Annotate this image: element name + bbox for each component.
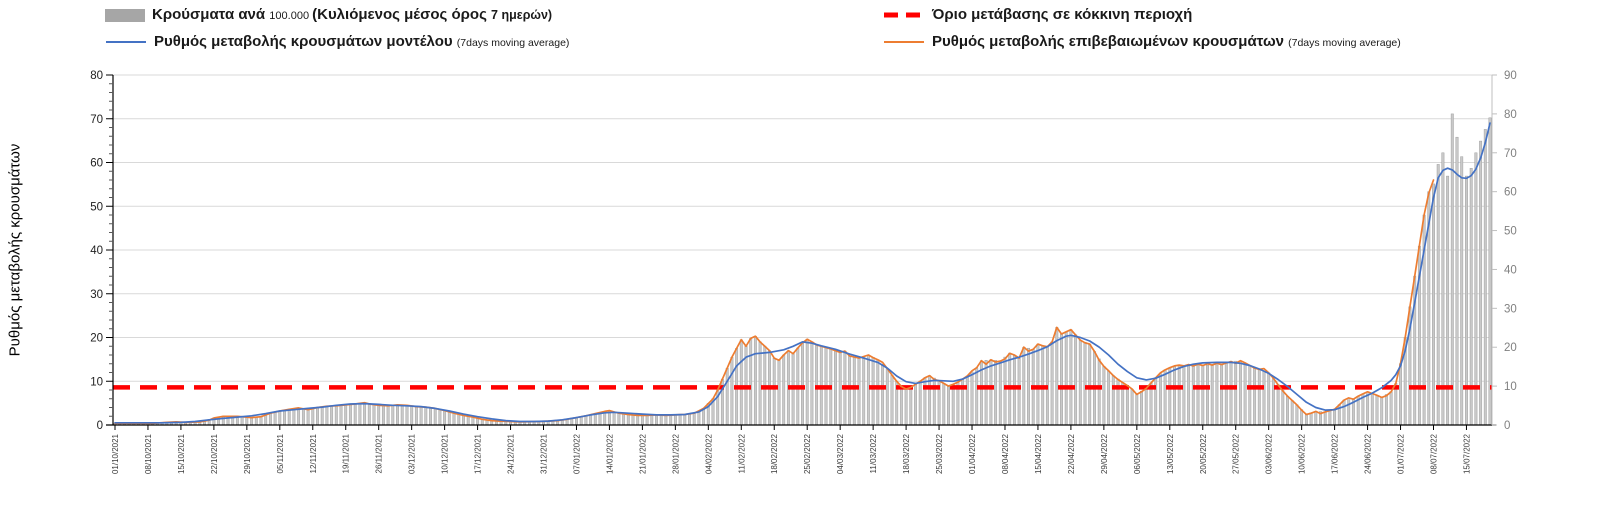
- dashed-line-swatch-icon: [884, 12, 924, 18]
- svg-text:90: 90: [1504, 70, 1517, 82]
- svg-text:24/06/2022: 24/06/2022: [1364, 433, 1373, 474]
- svg-text:14/01/2022: 14/01/2022: [605, 433, 614, 474]
- svg-text:30: 30: [90, 289, 103, 301]
- svg-text:03/12/2021: 03/12/2021: [408, 433, 417, 474]
- svg-text:03/06/2022: 03/06/2022: [1265, 433, 1274, 474]
- svg-text:31/12/2021: 31/12/2021: [540, 433, 549, 474]
- svg-text:40: 40: [90, 245, 103, 257]
- y-axis-left: 0 10 20 30 40 50 60 70 80: [90, 70, 113, 432]
- svg-text:20: 20: [90, 333, 103, 345]
- svg-text:01/04/2022: 01/04/2022: [968, 433, 977, 474]
- y-axis-title: Ρυθμός μεταβολής κρουσμάτων: [2, 110, 28, 390]
- svg-text:70: 70: [90, 114, 103, 126]
- model-rate-line: [114, 122, 1491, 424]
- svg-text:10: 10: [1504, 381, 1517, 393]
- svg-text:04/02/2022: 04/02/2022: [704, 433, 713, 474]
- svg-text:01/07/2022: 01/07/2022: [1397, 433, 1406, 474]
- legend-label: Ρυθμός μεταβολής κρουσμάτων μοντέλου (7d…: [154, 33, 570, 50]
- svg-text:08/07/2022: 08/07/2022: [1429, 433, 1438, 474]
- svg-text:11/03/2022: 11/03/2022: [869, 433, 878, 473]
- legend-label: Όριο μετάβασης σε κόκκινη περιοχή: [932, 6, 1193, 23]
- bar-swatch-icon: [105, 8, 145, 22]
- svg-text:25/02/2022: 25/02/2022: [803, 433, 812, 474]
- svg-text:10/12/2021: 10/12/2021: [441, 433, 450, 474]
- svg-text:05/11/2021: 05/11/2021: [276, 433, 285, 473]
- svg-text:18/02/2022: 18/02/2022: [770, 433, 779, 474]
- svg-text:60: 60: [90, 158, 103, 170]
- svg-text:15/04/2022: 15/04/2022: [1034, 433, 1043, 474]
- legend-item-threshold: Όριο μετάβασης σε κόκκινη περιοχή: [883, 6, 1192, 24]
- svg-text:26/11/2021: 26/11/2021: [375, 433, 384, 473]
- y-axis-right: 0 10 20 30 40 50 60 70 80 90: [1492, 70, 1517, 432]
- line-swatch-icon: [884, 41, 924, 43]
- svg-text:19/11/2021: 19/11/2021: [342, 433, 351, 473]
- svg-text:50: 50: [90, 201, 103, 213]
- svg-text:29/04/2022: 29/04/2022: [1100, 433, 1109, 474]
- bars-series-cases-per-100k: [113, 113, 1492, 426]
- svg-text:80: 80: [90, 70, 103, 82]
- svg-text:13/05/2022: 13/05/2022: [1166, 433, 1175, 474]
- svg-text:0: 0: [1504, 420, 1510, 432]
- svg-text:29/10/2021: 29/10/2021: [243, 433, 252, 474]
- svg-text:21/01/2022: 21/01/2022: [638, 433, 647, 474]
- svg-text:28/01/2022: 28/01/2022: [671, 433, 680, 474]
- svg-text:20/05/2022: 20/05/2022: [1199, 433, 1208, 474]
- svg-text:17/12/2021: 17/12/2021: [474, 433, 483, 474]
- svg-text:0: 0: [97, 420, 103, 432]
- svg-text:06/05/2022: 06/05/2022: [1133, 433, 1142, 474]
- svg-text:18/03/2022: 18/03/2022: [902, 433, 911, 474]
- svg-text:40: 40: [1504, 264, 1517, 276]
- legend-item-confirmed-line: Ρυθμός μεταβολής επιβεβαιωμένων κρουσμάτ…: [883, 33, 1401, 51]
- svg-text:08/10/2021: 08/10/2021: [144, 433, 153, 474]
- line-swatch-icon: [106, 41, 146, 43]
- svg-text:04/03/2022: 04/03/2022: [836, 433, 845, 474]
- svg-text:30: 30: [1504, 303, 1517, 315]
- svg-text:20: 20: [1504, 342, 1517, 354]
- svg-text:50: 50: [1504, 226, 1517, 238]
- svg-text:25/03/2022: 25/03/2022: [935, 433, 944, 474]
- svg-text:01/10/2021: 01/10/2021: [111, 433, 120, 474]
- svg-text:60: 60: [1504, 187, 1517, 199]
- svg-text:27/05/2022: 27/05/2022: [1232, 433, 1241, 474]
- svg-text:12/11/2021: 12/11/2021: [309, 433, 318, 473]
- svg-text:07/01/2022: 07/01/2022: [572, 433, 581, 474]
- chart-legend: Κρούσματα ανά 100.000 (Κυλιόμενος μέσος …: [0, 0, 1601, 62]
- svg-text:22/04/2022: 22/04/2022: [1067, 433, 1076, 474]
- svg-text:10: 10: [90, 376, 103, 388]
- y-axis-title-text: Ρυθμός μεταβολής κρουσμάτων: [6, 143, 24, 357]
- legend-item-model-line: Ρυθμός μεταβολής κρουσμάτων μοντέλου (7d…: [105, 33, 569, 51]
- svg-text:22/10/2021: 22/10/2021: [210, 433, 219, 474]
- gridlines: [113, 74, 1492, 382]
- svg-text:70: 70: [1504, 148, 1517, 160]
- legend-label: Ρυθμός μεταβολής επιβεβαιωμένων κρουσμάτ…: [932, 33, 1401, 50]
- svg-text:17/06/2022: 17/06/2022: [1331, 433, 1340, 474]
- svg-text:15/10/2021: 15/10/2021: [177, 433, 186, 474]
- x-axis: 01/10/2021 08/10/2021 15/10/2021 22/10/2021…: [111, 425, 1471, 474]
- svg-text:10/06/2022: 10/06/2022: [1298, 433, 1307, 474]
- svg-text:11/02/2022: 11/02/2022: [737, 433, 746, 473]
- legend-item-bars: Κρούσματα ανά 100.000 (Κυλιόμενος μέσος …: [105, 6, 552, 24]
- legend-label: Κρούσματα ανά 100.000 (Κυλιόμενος μέσος …: [152, 6, 553, 23]
- svg-text:15/07/2022: 15/07/2022: [1462, 433, 1471, 474]
- svg-text:80: 80: [1504, 109, 1517, 121]
- svg-text:24/12/2021: 24/12/2021: [507, 433, 516, 474]
- svg-text:08/04/2022: 08/04/2022: [1001, 433, 1010, 474]
